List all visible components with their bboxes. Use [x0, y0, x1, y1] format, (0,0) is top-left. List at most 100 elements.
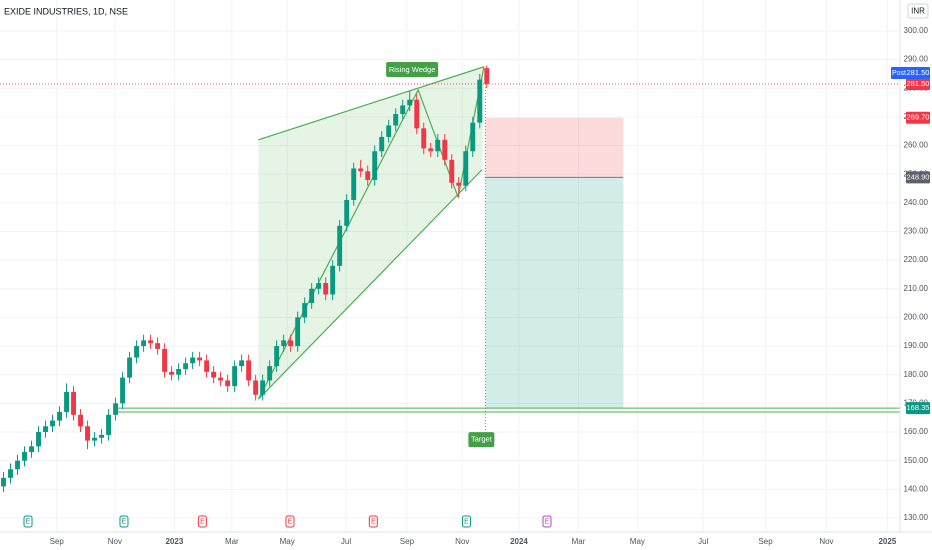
- candle-body: [414, 99, 420, 129]
- wedge-area: [258, 66, 484, 400]
- last-price-tag: 281.50: [907, 79, 930, 88]
- candle-body: [71, 391, 76, 415]
- candle-body: [43, 426, 48, 433]
- x-tick-label: 2024: [510, 537, 528, 546]
- y-tick-label: 190.00: [904, 341, 929, 350]
- x-tick-label: Jul: [698, 537, 708, 546]
- target-label-box: [468, 432, 495, 448]
- candle-body: [288, 340, 294, 347]
- wedge-lower: [258, 169, 483, 400]
- candles: [1, 65, 490, 493]
- x-tick-label: 2025: [878, 537, 896, 546]
- candle-body: [113, 403, 119, 415]
- entry-tag: 248.90: [907, 172, 930, 181]
- stop-zone: [485, 117, 624, 178]
- candle-body: [85, 426, 90, 441]
- chart-title: EXIDE INDUSTRIES, 1D, NSE: [4, 6, 128, 16]
- event-label: E: [288, 518, 293, 525]
- candle-body: [463, 151, 469, 186]
- event-label: E: [200, 518, 205, 525]
- x-tick-label: May: [630, 537, 645, 546]
- candle-body: [176, 368, 182, 375]
- candle-body: [365, 171, 371, 180]
- y-tick-label: 180.00: [904, 370, 929, 379]
- candle-body: [204, 360, 210, 372]
- candle-body: [344, 199, 350, 226]
- pattern-label-box: [386, 61, 439, 77]
- candle-body: [29, 446, 34, 453]
- event-icon: [23, 515, 33, 528]
- y-tick-label: 290.00: [904, 55, 929, 64]
- event-label: E: [464, 518, 469, 525]
- candle-body: [435, 139, 441, 152]
- event-icon: [119, 515, 129, 528]
- x-tick-label: Sep: [400, 537, 415, 546]
- y-tick-label: 160.00: [904, 427, 929, 436]
- y-tick-label: 220.00: [904, 255, 929, 264]
- x-tick-label: Mar: [225, 537, 239, 546]
- y-tick-label: 150.00: [904, 456, 929, 465]
- entry-tag-box: [906, 171, 930, 184]
- post-name: Post: [892, 70, 906, 77]
- candle-body: [169, 371, 175, 375]
- candle-body: [127, 357, 133, 378]
- candle-body: [330, 265, 336, 295]
- y-tick-label: 200.00: [904, 313, 929, 322]
- candle-body: [407, 99, 413, 106]
- x-tick-label: Sep: [758, 537, 773, 546]
- event-icon: [461, 515, 471, 528]
- target-zone: [485, 177, 624, 409]
- event-label: E: [122, 518, 127, 525]
- candle-body: [225, 380, 231, 387]
- overlay: Rising Wedge Target: [0, 61, 900, 448]
- candle-body: [183, 363, 189, 369]
- candle-body: [428, 148, 434, 152]
- y-tick-label: 240.00: [904, 198, 929, 207]
- candle-body: [358, 168, 364, 172]
- candle-body: [246, 360, 252, 381]
- post-price: 281.50: [907, 68, 930, 77]
- x-tick-label: Nov: [108, 537, 122, 546]
- x-tick-label: Sep: [50, 537, 65, 546]
- candle-body: [36, 432, 41, 447]
- candle-body: [400, 105, 406, 115]
- candle-body: [148, 340, 154, 344]
- target-tag-box: [906, 402, 930, 415]
- candle-body: [15, 460, 20, 470]
- candle-body: [477, 79, 483, 123]
- stop-tag-box: [906, 111, 930, 124]
- candle-body: [470, 122, 476, 152]
- candle-body: [421, 128, 427, 149]
- candle-body: [302, 303, 308, 318]
- candle-body: [57, 411, 62, 421]
- candle-body: [372, 151, 378, 180]
- candle-body: [281, 340, 287, 347]
- candle-body: [141, 340, 147, 347]
- x-tick-label: Jul: [341, 537, 351, 546]
- candle-body: [239, 360, 245, 367]
- x-tick-label: Nov: [455, 537, 469, 546]
- candle-body: [162, 348, 168, 372]
- candle-body: [309, 288, 315, 304]
- currency-box[interactable]: [907, 3, 929, 19]
- candle-body: [50, 420, 55, 427]
- candle-body: [442, 139, 448, 160]
- candle-body: [267, 366, 273, 381]
- event-icon: [285, 515, 295, 528]
- candle-body: [64, 391, 69, 412]
- event-icon: [197, 515, 207, 528]
- candle-body: [211, 371, 217, 378]
- candle-body: [449, 159, 455, 183]
- event-label: E: [26, 518, 31, 525]
- post-tag-box: [891, 66, 930, 79]
- event-icon: [368, 515, 378, 528]
- event-icon: [542, 515, 552, 528]
- grid: [0, 0, 900, 532]
- candle-body: [323, 283, 329, 295]
- y-tick-label: 210.00: [904, 284, 929, 293]
- y-tick-label: 140.00: [904, 484, 929, 493]
- currency: INR: [911, 7, 925, 16]
